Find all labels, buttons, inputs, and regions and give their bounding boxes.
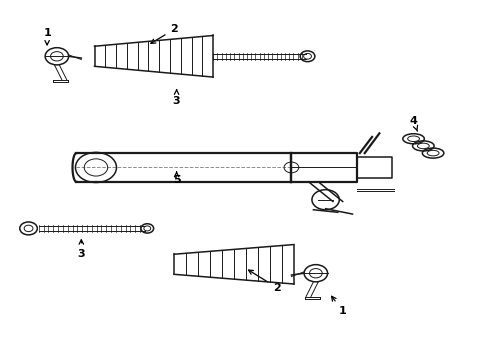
Text: 3: 3 [173, 90, 180, 106]
Text: 1: 1 [43, 28, 51, 45]
Text: 2: 2 [151, 24, 178, 43]
Text: 5: 5 [173, 172, 180, 185]
Text: 2: 2 [248, 270, 281, 293]
Text: 3: 3 [77, 240, 85, 258]
Text: 1: 1 [332, 296, 346, 316]
Text: 4: 4 [410, 116, 417, 131]
